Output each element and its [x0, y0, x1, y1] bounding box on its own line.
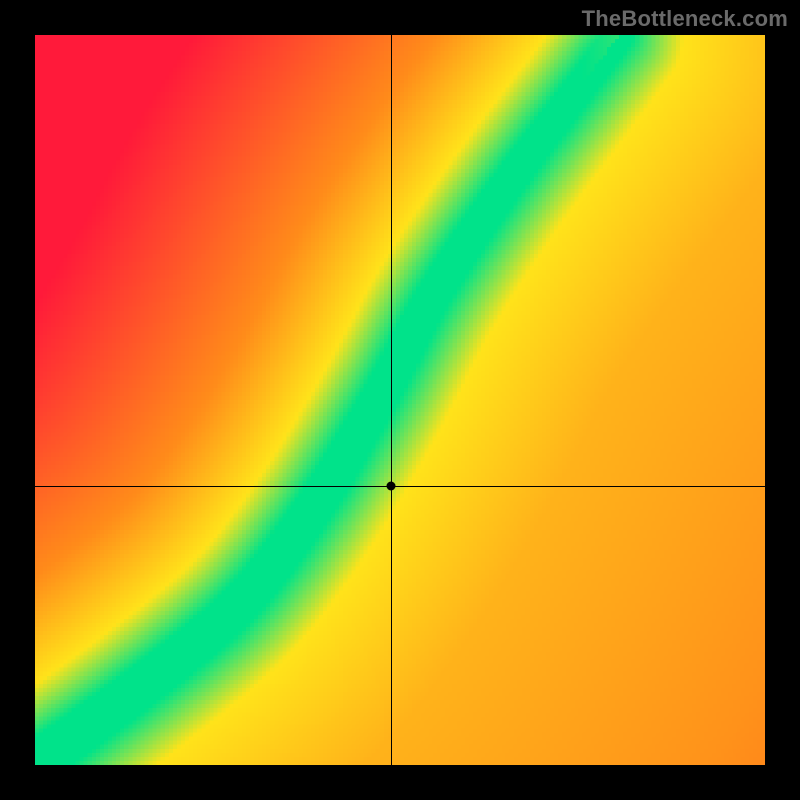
heatmap-canvas: [35, 35, 765, 765]
crosshair-vertical: [391, 35, 392, 765]
plot-area: [35, 35, 765, 765]
watermark-text: TheBottleneck.com: [582, 6, 788, 32]
crosshair-horizontal: [35, 486, 765, 487]
figure-container: TheBottleneck.com: [0, 0, 800, 800]
crosshair-marker: [387, 482, 396, 491]
